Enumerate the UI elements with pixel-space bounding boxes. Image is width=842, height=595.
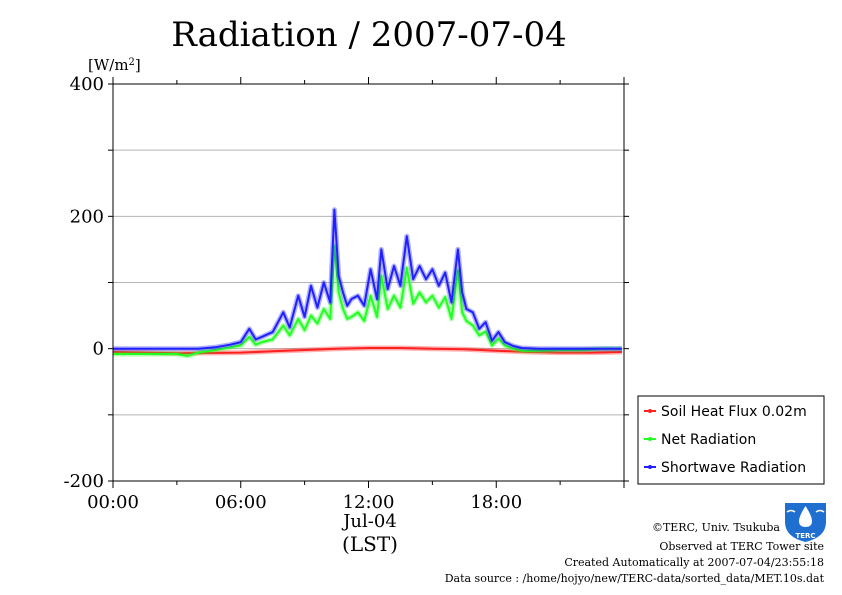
footer-copyright: ©TERC, Univ. Tsukuba [652,521,780,534]
logo-drop-icon [799,506,812,527]
logo-wave-icon [786,509,796,513]
y-unit-label: [W/m2] [88,56,141,74]
y-tick-label: -200 [64,471,104,492]
legend-label: Soil Heat Flux 0.02m [661,404,807,420]
x-tick-label: 12:00 [343,492,395,513]
legend-marker [648,465,652,469]
footer-source: Data source : /home/hojyo/new/TERC-data/… [445,572,825,585]
x-axis-label: (LST) [342,532,398,556]
series-line [113,245,622,357]
series-layer [112,207,622,359]
series-halo [113,207,622,352]
y-axis: 400 200 0 -200 [64,74,629,492]
x-date-label: Jul-04 [341,511,397,532]
footer-observed: Observed at TERC Tower site [659,540,824,553]
logo-text: TERC [795,532,815,540]
legend-label: Shortwave Radiation [661,460,806,476]
legend-marker [648,437,652,441]
chart-title: Radiation / 2007-07-04 [171,15,567,55]
series-line [112,347,622,355]
logo-wave-icon-2 [815,509,825,513]
y-tick-label: 400 [70,74,104,95]
footer-created: Created Automatically at 2007-07-04/23:5… [564,556,824,569]
x-tick-label: 00:00 [87,492,139,513]
y-tick-label: 0 [93,339,104,360]
legend: Soil Heat Flux 0.02m Net Radiation Shortwa… [637,395,825,485]
legend-marker [648,409,652,413]
x-axis: 00:00 06:00 12:00 18:00 [87,77,625,513]
legend-label: Net Radiation [661,432,756,448]
terc-logo: TERC [785,503,826,542]
x-tick-label: 06:00 [215,492,267,513]
series-line [113,208,622,350]
legend-items: Soil Heat Flux 0.02m Net Radiation Shortwa… [644,404,807,476]
y-tick-label: 200 [70,206,104,227]
x-tick-label: 18:00 [470,492,522,513]
legend-box [637,395,825,485]
y-unit-superscript: 2 [129,57,135,68]
